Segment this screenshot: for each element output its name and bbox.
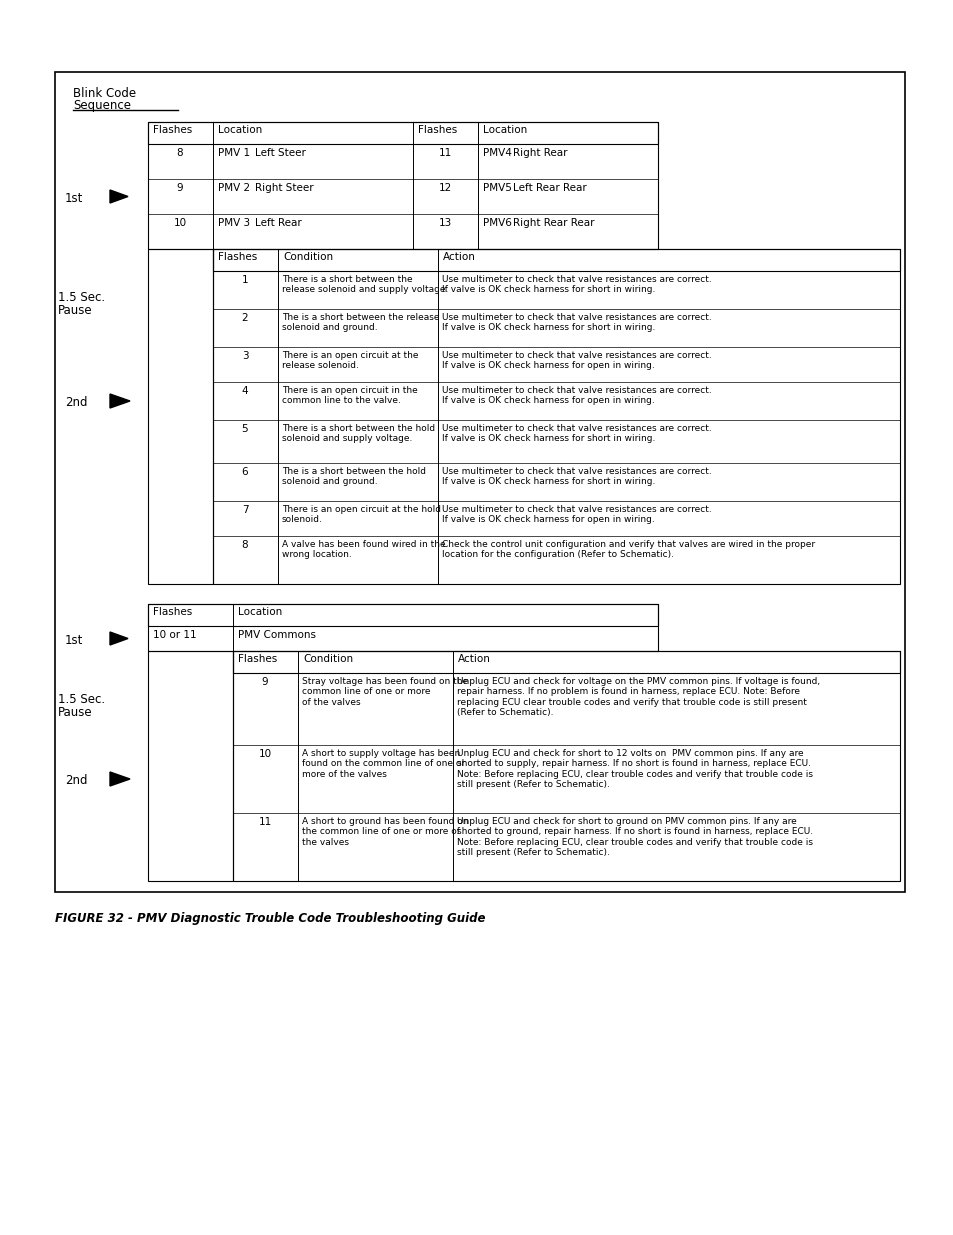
Text: PMV6: PMV6: [482, 219, 512, 228]
Text: 8: 8: [241, 540, 248, 550]
Text: Use multimeter to check that valve resistances are correct.
If valve is OK check: Use multimeter to check that valve resis…: [441, 387, 711, 405]
Text: PMV Commons: PMV Commons: [237, 630, 315, 640]
Text: 11: 11: [438, 148, 451, 158]
Text: 10 or 11: 10 or 11: [152, 630, 196, 640]
Text: The is a short between the hold
solenoid and ground.: The is a short between the hold solenoid…: [282, 467, 426, 487]
Text: PMV4: PMV4: [482, 148, 512, 158]
Text: Pause: Pause: [58, 706, 92, 719]
Text: 12: 12: [438, 183, 451, 193]
Bar: [148, 651, 233, 881]
Text: Sequence: Sequence: [73, 99, 131, 112]
Bar: [148, 604, 658, 626]
Text: 11: 11: [258, 818, 272, 827]
Text: Flashes: Flashes: [218, 252, 257, 262]
Text: Left Rear Rear: Left Rear Rear: [513, 183, 586, 193]
Text: 6: 6: [241, 467, 248, 477]
Text: Use multimeter to check that valve resistances are correct.
If valve is OK check: Use multimeter to check that valve resis…: [441, 351, 711, 370]
Text: Action: Action: [442, 252, 476, 262]
Text: 1st: 1st: [65, 191, 83, 205]
Bar: [148, 249, 213, 584]
Text: 5: 5: [241, 424, 248, 433]
Text: 2nd: 2nd: [65, 774, 88, 787]
Text: There is an open circuit at the hold
solenoid.: There is an open circuit at the hold sol…: [282, 505, 440, 525]
Text: Action: Action: [457, 655, 491, 664]
Text: Check the control unit configuration and verify that valves are wired in the pro: Check the control unit configuration and…: [441, 540, 814, 559]
Polygon shape: [110, 632, 128, 645]
Text: 9: 9: [261, 677, 268, 687]
Text: Use multimeter to check that valve resistances are correct.
If valve is OK check: Use multimeter to check that valve resis…: [441, 312, 711, 332]
Text: Unplug ECU and check for voltage on the PMV common pins. If voltage is found,
re: Unplug ECU and check for voltage on the …: [456, 677, 820, 718]
Text: Location: Location: [237, 606, 282, 618]
Text: Condition: Condition: [283, 252, 333, 262]
Text: 10: 10: [258, 748, 272, 760]
Text: Stray voltage has been found on the
common line of one or more
of the valves: Stray voltage has been found on the comm…: [302, 677, 468, 706]
Text: PMV 3: PMV 3: [218, 219, 250, 228]
Text: Blink Code: Blink Code: [73, 86, 136, 100]
Text: PMV 1: PMV 1: [218, 148, 250, 158]
Text: 3: 3: [241, 351, 248, 361]
Bar: [233, 651, 899, 881]
Polygon shape: [110, 772, 130, 785]
Text: Pause: Pause: [58, 304, 92, 317]
Text: Right Rear Rear: Right Rear Rear: [513, 219, 594, 228]
Text: There is a short between the hold
solenoid and supply voltage.: There is a short between the hold soleno…: [282, 424, 435, 443]
Text: FIGURE 32 - PMV Diagnostic Trouble Code Troubleshooting Guide: FIGURE 32 - PMV Diagnostic Trouble Code …: [55, 911, 485, 925]
Text: Use multimeter to check that valve resistances are correct.
If valve is OK check: Use multimeter to check that valve resis…: [441, 467, 711, 487]
Bar: [148, 122, 658, 144]
Polygon shape: [110, 394, 130, 408]
Text: A valve has been found wired in the
wrong location.: A valve has been found wired in the wron…: [282, 540, 445, 559]
Text: Left Steer: Left Steer: [254, 148, 306, 158]
Text: PMV 2: PMV 2: [218, 183, 250, 193]
Text: PMV5: PMV5: [482, 183, 512, 193]
Text: Right Steer: Right Steer: [254, 183, 314, 193]
Text: Right Rear: Right Rear: [513, 148, 567, 158]
Text: 10: 10: [173, 219, 187, 228]
Text: 1.5 Sec.: 1.5 Sec.: [58, 693, 105, 706]
Text: Condition: Condition: [303, 655, 353, 664]
Text: Flashes: Flashes: [417, 125, 456, 135]
Text: Flashes: Flashes: [152, 125, 193, 135]
Bar: [55, 72, 904, 892]
Text: The is a short between the release
solenoid and ground.: The is a short between the release solen…: [282, 312, 439, 332]
Polygon shape: [110, 190, 128, 203]
Text: 7: 7: [241, 505, 248, 515]
Bar: [213, 249, 899, 584]
Text: 13: 13: [438, 219, 451, 228]
Text: Use multimeter to check that valve resistances are correct.
If valve is OK check: Use multimeter to check that valve resis…: [441, 505, 711, 525]
Text: Unplug ECU and check for short to 12 volts on  PMV common pins. If any are
short: Unplug ECU and check for short to 12 vol…: [456, 748, 812, 789]
Text: Location: Location: [482, 125, 527, 135]
Text: Use multimeter to check that valve resistances are correct.
If valve is OK check: Use multimeter to check that valve resis…: [441, 424, 711, 443]
Text: Use multimeter to check that valve resistances are correct.
If valve is OK check: Use multimeter to check that valve resis…: [441, 275, 711, 294]
Bar: [148, 122, 658, 249]
Text: Flashes: Flashes: [237, 655, 277, 664]
Text: 2nd: 2nd: [65, 396, 88, 409]
Text: 9: 9: [176, 183, 183, 193]
Text: There is an open circuit in the
common line to the valve.: There is an open circuit in the common l…: [282, 387, 417, 405]
Text: Unplug ECU and check for short to ground on PMV common pins. If any are
shorted : Unplug ECU and check for short to ground…: [456, 818, 812, 857]
Text: There is an open circuit at the
release solenoid.: There is an open circuit at the release …: [282, 351, 418, 370]
Bar: [233, 651, 899, 673]
Text: 1st: 1st: [65, 634, 83, 646]
Bar: [213, 249, 899, 270]
Text: 8: 8: [176, 148, 183, 158]
Text: 1: 1: [241, 275, 248, 285]
Text: Flashes: Flashes: [152, 606, 193, 618]
Text: Left Rear: Left Rear: [254, 219, 301, 228]
Bar: [148, 604, 658, 651]
Text: There is a short between the
release solenoid and supply voltage.: There is a short between the release sol…: [282, 275, 448, 294]
Text: Location: Location: [218, 125, 262, 135]
Text: 4: 4: [241, 387, 248, 396]
Text: 1.5 Sec.: 1.5 Sec.: [58, 291, 105, 304]
Text: 2: 2: [241, 312, 248, 324]
Text: A short to ground has been found on
the common line of one or more of
the valves: A short to ground has been found on the …: [302, 818, 468, 847]
Text: A short to supply voltage has been
found on the common line of one or
more of th: A short to supply voltage has been found…: [302, 748, 465, 779]
